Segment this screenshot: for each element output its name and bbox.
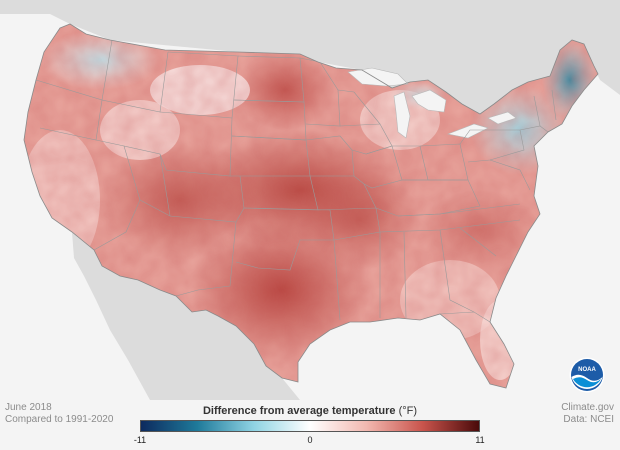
legend-min-label: -11 [134, 435, 146, 445]
caption-period: June 2018 [5, 402, 113, 414]
credit-data: Data: NCEI [561, 414, 614, 426]
credit-source: Climate.gov [561, 402, 614, 414]
caption-baseline: Compared to 1991-2020 [5, 414, 113, 426]
legend-title-text: Difference from average temperature [203, 405, 396, 417]
legend-color-bar [140, 420, 480, 432]
legend-mid-label: 0 [307, 435, 312, 445]
map-credits: Climate.gov Data: NCEI [561, 402, 614, 426]
noaa-logo-icon: NOAA [569, 357, 605, 393]
legend-max-label: 11 [475, 435, 484, 445]
noaa-logo-text: NOAA [578, 367, 596, 373]
legend-title: Difference from average temperature (°F) [140, 405, 480, 417]
legend-unit: (°F) [399, 405, 417, 417]
temperature-anomaly-map [0, 0, 620, 400]
map-caption: June 2018 Compared to 1991-2020 [5, 402, 113, 426]
